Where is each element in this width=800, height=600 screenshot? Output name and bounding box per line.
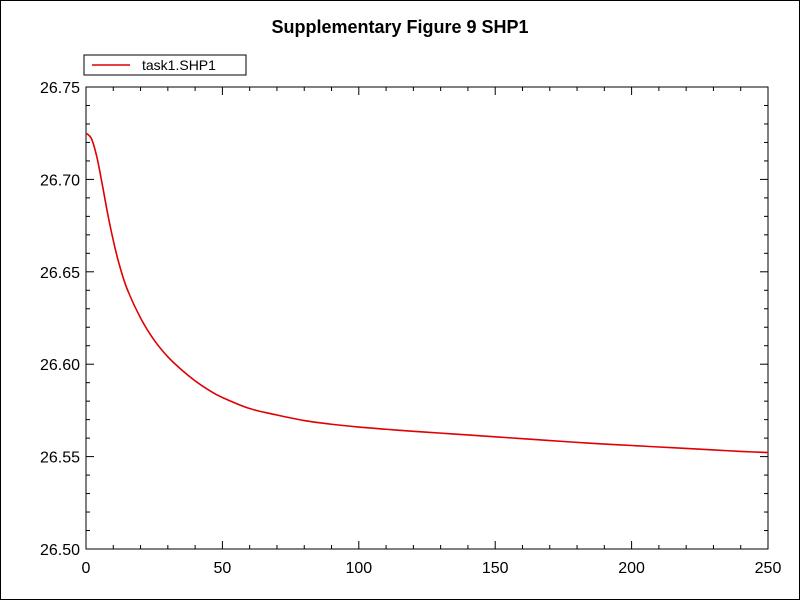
- x-tick-label: 50: [214, 560, 232, 577]
- x-axis: 0 50 100 150 200 250: [82, 87, 782, 577]
- y-tick-label: 26.75: [40, 80, 80, 97]
- legend: task1.SHP1: [83, 54, 247, 76]
- y-tick-label: 26.65: [40, 265, 80, 282]
- x-tick-label: 150: [482, 560, 509, 577]
- plot-area: [85, 86, 769, 550]
- y-tick-label: 26.70: [40, 172, 80, 189]
- x-tick-label: 250: [755, 560, 782, 577]
- legend-box: [83, 54, 247, 76]
- y-tick-label: 26.55: [40, 450, 80, 467]
- series-line-task1-shp1: [85, 132, 769, 454]
- x-tick-label: 100: [345, 560, 372, 577]
- chart-title: Supplementary Figure 9 SHP1: [271, 17, 528, 37]
- y-axis: 26.50 26.55 26.60 26.65 26.70 26.75: [40, 80, 768, 559]
- x-tick-label: 0: [82, 560, 91, 577]
- y-tick-label: 26.50: [40, 542, 80, 559]
- x-tick-label: 200: [618, 560, 645, 577]
- legend-label: task1.SHP1: [142, 57, 216, 73]
- y-tick-label: 26.60: [40, 357, 80, 374]
